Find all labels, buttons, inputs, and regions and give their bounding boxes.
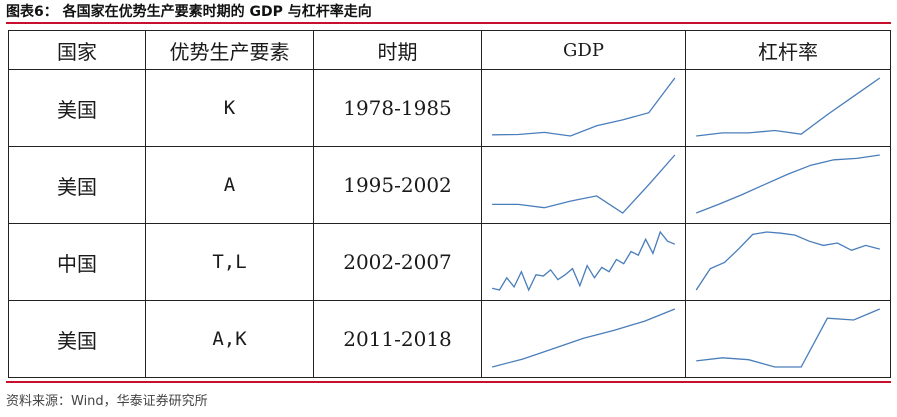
cell-leverage-chart [685,146,891,224]
sparkline-series [492,77,676,137]
cell-period: 1995-2002 [313,146,482,224]
cell-country: 美国 [8,146,146,224]
cell-gdp-chart [481,69,686,147]
source-note: 资料来源：Wind，华泰证券研究所 [6,394,208,409]
leverage-sparkline [696,308,881,368]
cell-country: 美国 [8,300,146,378]
gdp-sparkline [492,154,676,214]
figure-caption: 图表6： 各国家在优势生产要素时期的 GDP 与杠杆率走向 [6,4,372,20]
table-row: 美国 K 1978-1985 [8,69,891,147]
header-period: 时期 [313,30,482,70]
leverage-sparkline [696,77,881,137]
cell-period: 2011-2018 [313,300,482,378]
sparkline-series [695,231,880,291]
cell-factor: A,K [145,300,314,378]
sparkline-series [695,154,880,214]
cell-factor: K [145,69,314,147]
sparkline-series [696,77,881,137]
gdp-sparkline [491,308,676,368]
sparkline-series [491,230,676,292]
sparkline-series [492,154,676,214]
table-row: 美国 A,K 2011-2018 [8,300,891,378]
cell-gdp-chart [481,300,686,378]
cell-country: 美国 [8,69,146,147]
cell-country: 中国 [8,223,146,301]
cell-leverage-chart [685,69,891,147]
cell-factor: T,L [145,223,314,301]
header-leverage: 杠杆率 [685,30,891,70]
sparkline-series [696,308,881,368]
sparkline-series [491,308,676,368]
table-row: 美国 A 1995-2002 [8,146,891,224]
header-gdp: GDP [481,30,686,70]
cell-factor: A [145,146,314,224]
cell-period: 2002-2007 [313,223,482,301]
caption-rule [6,22,891,24]
leverage-sparkline [695,154,880,214]
cell-leverage-chart [685,223,891,301]
table-row: 中国 T,L 2002-2007 [8,223,891,301]
header-country: 国家 [8,30,146,70]
data-table: 国家 优势生产要素 时期 GDP 杠杆率 美国 K 1978-1985 美国 A… [8,30,891,378]
footer-rule [6,381,891,383]
cell-leverage-chart [685,300,891,378]
cell-gdp-chart [481,223,686,301]
cell-gdp-chart [481,146,686,224]
leverage-sparkline [695,231,880,291]
gdp-sparkline [492,77,676,137]
gdp-sparkline [491,230,676,292]
header-factor: 优势生产要素 [145,30,314,70]
cell-period: 1978-1985 [313,69,482,147]
table-header-row: 国家 优势生产要素 时期 GDP 杠杆率 [8,30,891,70]
